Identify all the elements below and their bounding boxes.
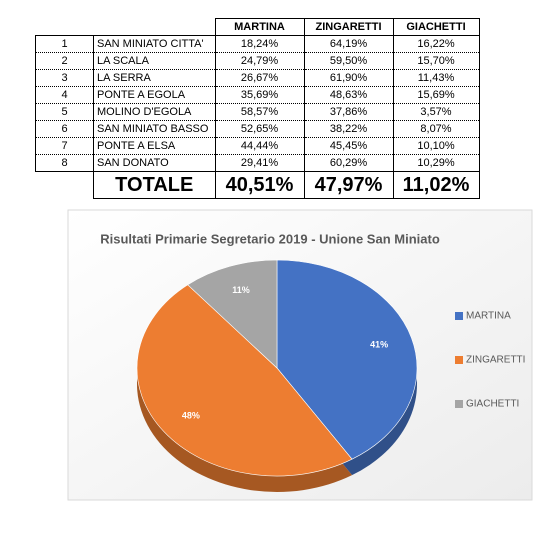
slice xyxy=(276,259,418,460)
percentage: 26,67% xyxy=(214,69,305,87)
percentage: 52,65% xyxy=(214,120,305,138)
percentage: 10,10% xyxy=(392,137,480,155)
legend-label: MARTINA xyxy=(466,311,511,322)
percentage: 24,79% xyxy=(214,52,305,70)
percentage: 8,07% xyxy=(392,120,480,138)
row-number: 5 xyxy=(35,103,94,121)
percentage: 11,43% xyxy=(392,69,480,87)
percentage: 48,63% xyxy=(303,86,394,104)
results-table: MARTINA ZINGARETTI GIACHETTI 1 SAN MINIATO C… xyxy=(35,18,480,199)
place-name: MOLINO D'EGOLA xyxy=(93,103,216,121)
row-number: 4 xyxy=(35,86,94,104)
table-row: 1 SAN MINIATO CITTA' 18,24% 64,19% 16,22% xyxy=(35,35,480,53)
table-row: 3 LA SERRA 26,67% 61,90% 11,43% xyxy=(35,69,480,87)
percentage: 64,19% xyxy=(303,35,394,53)
legend-label: ZINGARETTI xyxy=(466,355,525,366)
table-row: 6 SAN MINIATO BASSO 52,65% 38,22% 8,07% xyxy=(35,120,480,138)
place-name: LA SERRA xyxy=(93,69,216,87)
total-label: TOTALE xyxy=(93,171,216,199)
row-number: 7 xyxy=(35,137,94,155)
data-label: 48% xyxy=(182,411,200,421)
legend-swatch xyxy=(455,356,463,364)
percentage: 15,69% xyxy=(392,86,480,104)
row-number: 8 xyxy=(35,154,94,172)
table-row: 5 MOLINO D'EGOLA 58,57% 37,86% 3,57% xyxy=(35,103,480,121)
percentage: 45,45% xyxy=(303,137,394,155)
percentage: 18,24% xyxy=(214,35,305,53)
place-name: PONTE A EGOLA xyxy=(93,86,216,104)
percentage: 15,70% xyxy=(392,52,480,70)
row-number: 1 xyxy=(35,35,94,53)
place-name: SAN MINIATO BASSO xyxy=(93,120,216,138)
legend-label: GIACHETTI xyxy=(466,399,519,410)
row-number: 6 xyxy=(35,120,94,138)
total-value: 40,51% xyxy=(214,171,305,199)
data-label: 11% xyxy=(232,285,250,295)
table-row: 7 PONTE A ELSA 44,44% 45,45% 10,10% xyxy=(35,137,480,155)
percentage: 16,22% xyxy=(392,35,480,53)
slice xyxy=(187,259,278,369)
place-name: SAN MINIATO CITTA' xyxy=(93,35,216,53)
percentage: 37,86% xyxy=(303,103,394,121)
legend-swatch xyxy=(455,312,463,320)
table-row: 4 PONTE A EGOLA 35,69% 48,63% 15,69% xyxy=(35,86,480,104)
chart-title: Risultati Primarie Segretario 2019 - Uni… xyxy=(100,231,440,246)
legend-swatch xyxy=(455,400,463,408)
percentage: 3,57% xyxy=(392,103,480,121)
percentage: 59,50% xyxy=(303,52,394,70)
row-number: 2 xyxy=(35,52,94,70)
total-row: TOTALE 40,51% 47,97% 11,02% xyxy=(36,171,480,199)
percentage: 10,29% xyxy=(392,154,480,172)
percentage: 29,41% xyxy=(214,154,305,172)
percentage: 44,44% xyxy=(214,137,305,155)
slice xyxy=(136,284,353,477)
data-label: 41% xyxy=(370,339,388,349)
total-value: 11,02% xyxy=(392,171,480,199)
table-row: 2 LA SCALA 24,79% 59,50% 15,70% xyxy=(35,52,480,70)
place-name: LA SCALA xyxy=(93,52,216,70)
row-number: 3 xyxy=(35,69,94,87)
